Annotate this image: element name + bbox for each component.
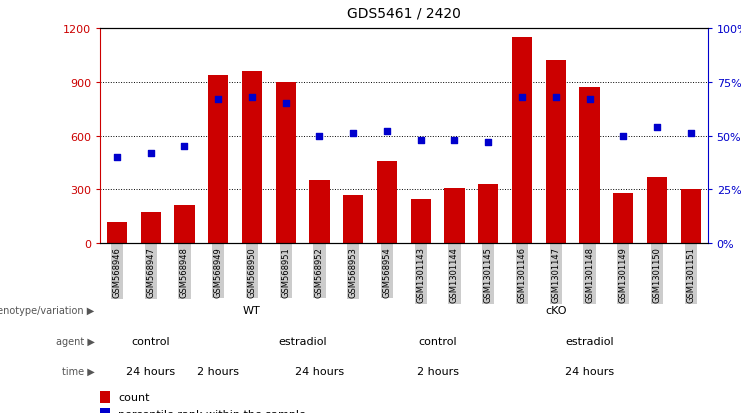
Text: control: control [131, 336, 170, 346]
Bar [141, 212, 161, 244]
Point [516, 94, 528, 101]
Bar [242, 72, 262, 244]
Text: 2 hours: 2 hours [197, 366, 239, 376]
Point [212, 97, 224, 103]
Point [280, 101, 292, 107]
Bar [512, 38, 532, 244]
Point [111, 154, 123, 161]
Bar [647, 178, 667, 244]
Point [617, 133, 629, 140]
Text: 24 hours: 24 hours [295, 366, 344, 376]
Text: agent ▶: agent ▶ [56, 336, 94, 346]
Text: estradiol: estradiol [279, 336, 327, 346]
Bar [343, 195, 363, 244]
Text: WT: WT [243, 305, 261, 315]
Point [415, 137, 427, 144]
Point [179, 144, 190, 150]
Point [348, 131, 359, 138]
Text: 24 hours: 24 hours [126, 366, 175, 376]
Point [313, 133, 325, 140]
Bar [613, 194, 634, 244]
Bar [545, 61, 566, 244]
Text: count: count [119, 392, 150, 402]
Bar [681, 189, 701, 244]
Point [651, 124, 663, 131]
Point [144, 150, 156, 157]
Point [448, 137, 460, 144]
Text: percentile rank within the sample: percentile rank within the sample [119, 409, 306, 413]
Text: 24 hours: 24 hours [565, 366, 614, 376]
Bar [377, 161, 397, 244]
Text: estradiol: estradiol [565, 336, 614, 346]
Point [584, 97, 596, 103]
Bar [174, 205, 195, 244]
Point [482, 140, 494, 146]
Bar [100, 408, 110, 413]
Bar [309, 181, 330, 244]
Text: genotype/variation ▶: genotype/variation ▶ [0, 305, 94, 315]
Point [685, 131, 697, 138]
Point [550, 94, 562, 101]
Text: time ▶: time ▶ [62, 366, 94, 376]
Bar [411, 200, 431, 244]
Bar [276, 83, 296, 244]
Point [246, 94, 258, 101]
Point [381, 129, 393, 135]
Bar [100, 392, 110, 403]
Text: 2 hours: 2 hours [416, 366, 459, 376]
Bar [208, 76, 228, 244]
Bar [478, 185, 499, 244]
Text: control: control [418, 336, 457, 346]
Bar [579, 88, 599, 244]
Text: cKO: cKO [545, 305, 567, 315]
Bar [445, 188, 465, 244]
Bar [107, 222, 127, 244]
Text: GDS5461 / 2420: GDS5461 / 2420 [347, 6, 461, 20]
